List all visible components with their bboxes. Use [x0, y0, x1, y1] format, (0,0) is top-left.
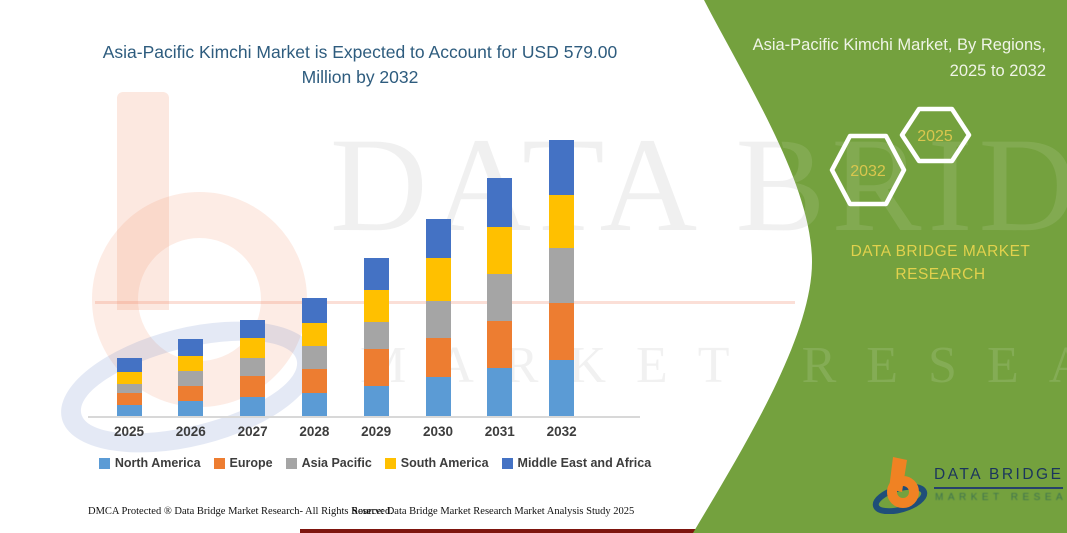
bar-segment [301, 298, 327, 323]
bar-2029 [363, 257, 389, 416]
bar-segment [549, 303, 575, 360]
legend-label: Europe [229, 456, 273, 470]
bar-segment [549, 140, 575, 195]
legend-swatch [213, 457, 225, 469]
bar-segment [240, 396, 266, 416]
legend-swatch [285, 457, 297, 469]
bar-segment [301, 393, 327, 416]
bar-segment [549, 194, 575, 249]
hexagon-2032-label: 2032 [850, 163, 886, 180]
bar-segment [549, 248, 575, 304]
bar-segment [363, 321, 389, 350]
bar-segment [363, 385, 389, 416]
bar-segment [363, 349, 389, 386]
hexagon-2025-label: 2025 [917, 128, 953, 145]
bar-segment [487, 273, 513, 322]
legend-item: Asia Pacific [285, 456, 372, 470]
bar-2026 [178, 339, 204, 416]
legend-label: South America [400, 456, 489, 470]
bar-segment [116, 383, 142, 394]
dmca-notice: DMCA Protected ® Data Bridge Market Rese… [88, 506, 393, 517]
legend-item: Middle East and Africa [501, 456, 652, 470]
legend-label: Asia Pacific [301, 456, 372, 470]
legend-swatch [98, 457, 110, 469]
bar-2027 [240, 319, 266, 416]
legend-label: North America [114, 456, 201, 470]
x-axis-label-2027: 2027 [237, 424, 268, 439]
bar-segment [425, 338, 451, 378]
bar-segment [178, 355, 204, 371]
chart-title: Asia-Pacific Kimchi Market is Expected t… [102, 42, 618, 87]
bar-segment [301, 369, 327, 394]
bar-segment [487, 226, 513, 274]
bar-2031 [487, 178, 513, 416]
legend: North America Europe Asia Pacific South Ame… [55, 456, 695, 470]
panel-brand-name: DATA BRIDGE MARKET RESEARCH [850, 243, 1031, 284]
hexagon-2032 [829, 133, 907, 207]
bar-segment [425, 377, 451, 416]
footer-logo: DATA BRIDGE MARKET RESEARCH [872, 452, 1067, 516]
bar-segment [425, 301, 451, 339]
bar-segment [116, 358, 142, 372]
bar-segment [487, 178, 513, 227]
bar-segment [549, 359, 575, 416]
plot-area [88, 136, 640, 418]
logo-subtitle: MARKET RESEARCH [935, 492, 1067, 503]
bar-segment [240, 376, 266, 397]
legend-item: North America [98, 456, 201, 470]
bar-2032 [549, 140, 575, 416]
x-axis-label-2032: 2032 [546, 424, 577, 439]
legend-swatch [501, 457, 513, 469]
bar-segment [178, 339, 204, 356]
bar-segment [178, 370, 204, 387]
hexagon-2025 [899, 106, 972, 164]
x-axis-label-2031: 2031 [484, 424, 515, 439]
year-hexagons: 2032 2025 [829, 106, 972, 207]
x-axis-label-2030: 2030 [422, 424, 454, 439]
bottom-accent-bar [300, 529, 762, 533]
bar-segment [363, 290, 389, 322]
x-axis-label-2029: 2029 [361, 424, 392, 439]
bar-segment [425, 257, 451, 302]
bar-segment [363, 257, 389, 291]
bar-segment [240, 357, 266, 377]
bar-segment [425, 218, 451, 258]
x-axis-label-2026: 2026 [175, 424, 206, 439]
bar-segment [301, 345, 327, 370]
bar-segment [116, 404, 142, 416]
logo-wordmark: DATA BRIDGE [934, 466, 1064, 489]
x-axis-label-2028: 2028 [299, 424, 330, 439]
bar-segment [178, 386, 204, 402]
bar-segment [487, 368, 513, 416]
x-axis-label-2025: 2025 [113, 424, 145, 439]
legend-label: Middle East and Africa [517, 456, 652, 470]
x-axis-labels: 2025 2026 2027 2028 2029 2030 2031 2032 [88, 424, 640, 444]
bar-segment [116, 393, 142, 405]
legend-item: Europe [213, 456, 273, 470]
bar-2025 [116, 358, 142, 416]
bar-segment [178, 401, 204, 416]
source-note: Source: Data Bridge Market Research Mark… [352, 506, 635, 517]
legend-item: South America [384, 456, 489, 470]
bar-2030 [425, 218, 451, 416]
data-bridge-logo-icon [872, 457, 928, 514]
panel-heading: Asia-Pacific Kimchi Market, By Regions, … [752, 36, 1046, 80]
bar-segment [301, 322, 327, 346]
bar-segment [240, 338, 266, 358]
bar-segment [240, 319, 266, 339]
bar-segment [116, 371, 142, 384]
bar-2028 [301, 298, 327, 416]
legend-swatch [384, 457, 396, 469]
bar-segment [487, 321, 513, 369]
